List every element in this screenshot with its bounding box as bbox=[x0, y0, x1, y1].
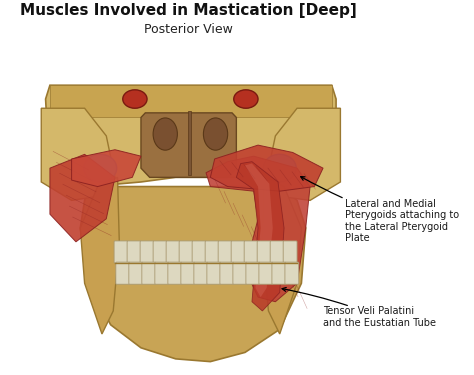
FancyBboxPatch shape bbox=[285, 262, 299, 284]
Polygon shape bbox=[210, 145, 323, 191]
Polygon shape bbox=[46, 85, 336, 187]
FancyBboxPatch shape bbox=[116, 262, 130, 284]
FancyBboxPatch shape bbox=[283, 241, 297, 263]
Polygon shape bbox=[72, 150, 141, 187]
Polygon shape bbox=[245, 164, 273, 297]
Polygon shape bbox=[80, 187, 306, 362]
FancyBboxPatch shape bbox=[220, 262, 234, 284]
FancyBboxPatch shape bbox=[194, 262, 208, 284]
FancyBboxPatch shape bbox=[181, 262, 195, 284]
Polygon shape bbox=[80, 177, 119, 334]
FancyBboxPatch shape bbox=[179, 241, 193, 263]
FancyBboxPatch shape bbox=[246, 262, 260, 284]
FancyBboxPatch shape bbox=[166, 241, 180, 263]
Text: Lateral and Medial
Pterygoids attaching to
the Lateral Pterygoid
Plate: Lateral and Medial Pterygoids attaching … bbox=[301, 177, 459, 243]
Ellipse shape bbox=[234, 90, 258, 108]
FancyBboxPatch shape bbox=[142, 262, 156, 284]
FancyBboxPatch shape bbox=[114, 241, 128, 263]
FancyBboxPatch shape bbox=[129, 262, 143, 284]
FancyBboxPatch shape bbox=[259, 262, 273, 284]
FancyBboxPatch shape bbox=[270, 241, 284, 263]
Polygon shape bbox=[41, 108, 115, 200]
FancyBboxPatch shape bbox=[257, 241, 271, 263]
Ellipse shape bbox=[263, 154, 296, 182]
FancyBboxPatch shape bbox=[168, 262, 182, 284]
FancyBboxPatch shape bbox=[155, 262, 169, 284]
Polygon shape bbox=[263, 177, 301, 334]
Ellipse shape bbox=[153, 118, 177, 150]
FancyBboxPatch shape bbox=[140, 241, 154, 263]
FancyBboxPatch shape bbox=[272, 262, 286, 284]
Text: Tensor Veli Palatini
and the Eustatian Tube: Tensor Veli Palatini and the Eustatian T… bbox=[282, 288, 436, 328]
Polygon shape bbox=[50, 85, 332, 117]
FancyBboxPatch shape bbox=[192, 241, 206, 263]
FancyBboxPatch shape bbox=[205, 241, 219, 263]
FancyBboxPatch shape bbox=[207, 262, 221, 284]
Ellipse shape bbox=[203, 118, 228, 150]
Polygon shape bbox=[206, 156, 310, 302]
FancyBboxPatch shape bbox=[218, 241, 232, 263]
Polygon shape bbox=[50, 154, 115, 242]
FancyBboxPatch shape bbox=[231, 241, 245, 263]
Polygon shape bbox=[237, 162, 284, 311]
FancyBboxPatch shape bbox=[233, 262, 247, 284]
Polygon shape bbox=[267, 108, 340, 200]
Polygon shape bbox=[188, 111, 191, 175]
Ellipse shape bbox=[84, 154, 117, 182]
Polygon shape bbox=[141, 113, 237, 177]
FancyBboxPatch shape bbox=[153, 241, 167, 263]
Text: Posterior View: Posterior View bbox=[144, 23, 233, 36]
Ellipse shape bbox=[123, 90, 147, 108]
FancyBboxPatch shape bbox=[244, 241, 258, 263]
FancyBboxPatch shape bbox=[127, 241, 141, 263]
Text: Muscles Involved in Mastication [Deep]: Muscles Involved in Mastication [Deep] bbox=[20, 3, 357, 18]
